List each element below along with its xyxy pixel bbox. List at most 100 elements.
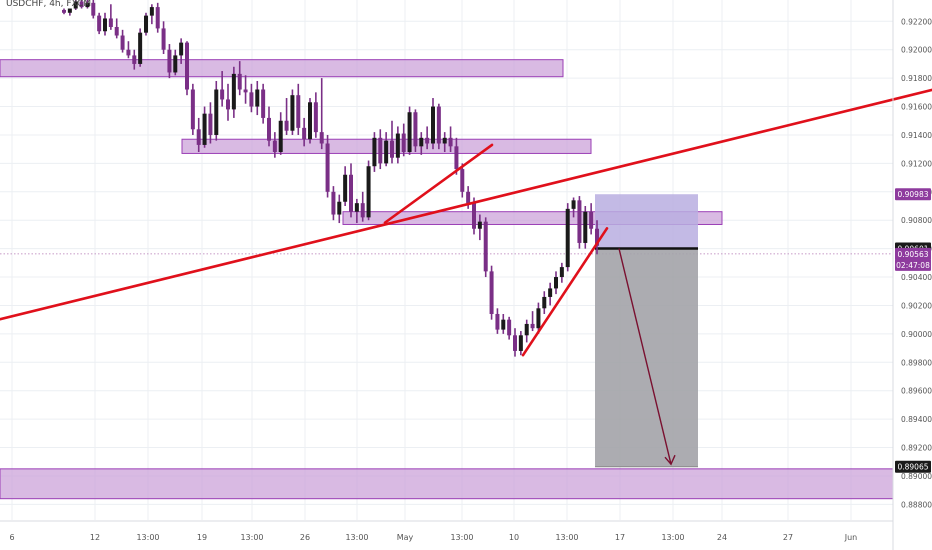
candle-body [395,133,400,158]
price-tick-label: 0.89600 [901,387,932,396]
candle-body [126,49,131,56]
candle-body [436,106,441,144]
candle-body [425,137,430,144]
price-tick-label: 0.91200 [901,159,932,168]
candle-body [108,18,113,27]
price-badge [895,247,931,260]
candle-body [366,166,371,218]
candle-body [91,2,96,16]
price-axis[interactable]: 0.92200 0.92000 0.91800 0.91600 0.91400 0.912… [892,0,932,550]
candle-body [120,35,125,50]
price-tick-label: 0.89000 [901,472,932,481]
candle-body [559,267,564,278]
time-tick-label: 27 [783,533,793,542]
time-tick-label: 17 [615,533,625,542]
candle-body [337,201,342,215]
price-badge-label: 0.89065 [897,463,928,472]
candle-body [220,89,225,100]
price-badge-label: 0.90983 [897,190,928,199]
price-tick-label: 0.89400 [901,415,932,424]
candle-body [378,137,383,164]
candle-body [354,203,359,212]
candle-body [460,169,465,192]
candle-body [454,146,459,170]
candle-body [132,55,137,64]
time-tick-label: 13:00 [555,533,578,542]
price-badge-label: 02:47:08 [896,261,930,270]
take-profit-zone[interactable] [595,248,698,467]
candle-body [501,319,506,330]
trend-line[interactable] [383,143,494,224]
candle-body [255,89,260,107]
candle-body [448,137,453,147]
candle-body [185,42,189,90]
time-tick-label: 13:00 [240,533,263,542]
candle-body [208,113,213,135]
time-tick-label: 13:00 [345,533,368,542]
candle-body [513,335,517,351]
candle-body [138,32,143,64]
price-tick-label: 0.89800 [901,358,932,367]
candle-body [161,28,166,50]
candle-body [103,18,107,32]
candle-body [144,15,148,33]
stop-loss-zone[interactable] [595,194,698,249]
time-tick-label: 10 [509,533,519,542]
candle-body [114,26,119,36]
price-tick-label: 0.92200 [901,17,932,26]
candle-body [407,112,412,153]
zone-rect[interactable] [0,468,894,500]
candle-body [196,129,201,145]
candle-body [349,174,353,212]
candle-body [536,308,541,329]
candle-body [477,221,482,229]
candle-body [360,203,365,218]
candle-body [308,102,312,140]
candle-body [442,137,447,144]
candle-body [518,335,523,351]
candle-body [231,73,236,110]
candle-body [284,120,289,131]
time-tick-label: 24 [717,533,727,542]
zone-rect[interactable] [0,59,564,78]
candle-body [67,8,72,13]
candle-body [331,191,336,215]
trend-line[interactable] [521,227,609,357]
time-axis[interactable]: 6 12 13:00 19 13:00 26 13:00 May 13:00 10 13:00 17 1… [0,520,893,542]
price-tick-label: 0.88800 [901,500,932,509]
candle-body [97,15,102,32]
candle-body [472,203,476,229]
candle-body [278,120,283,153]
trend-line[interactable] [0,88,932,321]
candle-body [173,55,178,73]
short-position-tool[interactable] [595,194,698,468]
candle-body [595,228,599,246]
time-tick-label: 13:00 [450,533,473,542]
time-tick-label: 13:00 [661,533,684,542]
candle-body [296,95,301,128]
candle-body [313,102,318,133]
candle-body [495,313,500,330]
projection-arrow-shaft [618,248,672,465]
price-tick-label: 0.90200 [901,301,932,310]
candle-body [542,296,547,309]
candle-body [489,271,494,314]
candle-body [202,113,207,145]
price-tick-label: 0.92000 [901,46,932,55]
time-tick-label: 12 [90,533,100,542]
candle-body [466,191,471,204]
candle-body [85,2,90,8]
candle-body [390,140,394,158]
price-badge [895,258,931,271]
candle-body [507,319,512,336]
candle-body [155,7,160,29]
symbol-title: USDCHF, 4h, FXCM [6,0,91,9]
candle-body [190,89,195,130]
price-badge [895,188,931,201]
price-tick-label: 0.91600 [901,103,932,112]
trend-lines[interactable] [0,88,932,357]
candle-body [302,127,307,140]
candle-body [343,174,348,202]
candle-body [73,1,78,9]
